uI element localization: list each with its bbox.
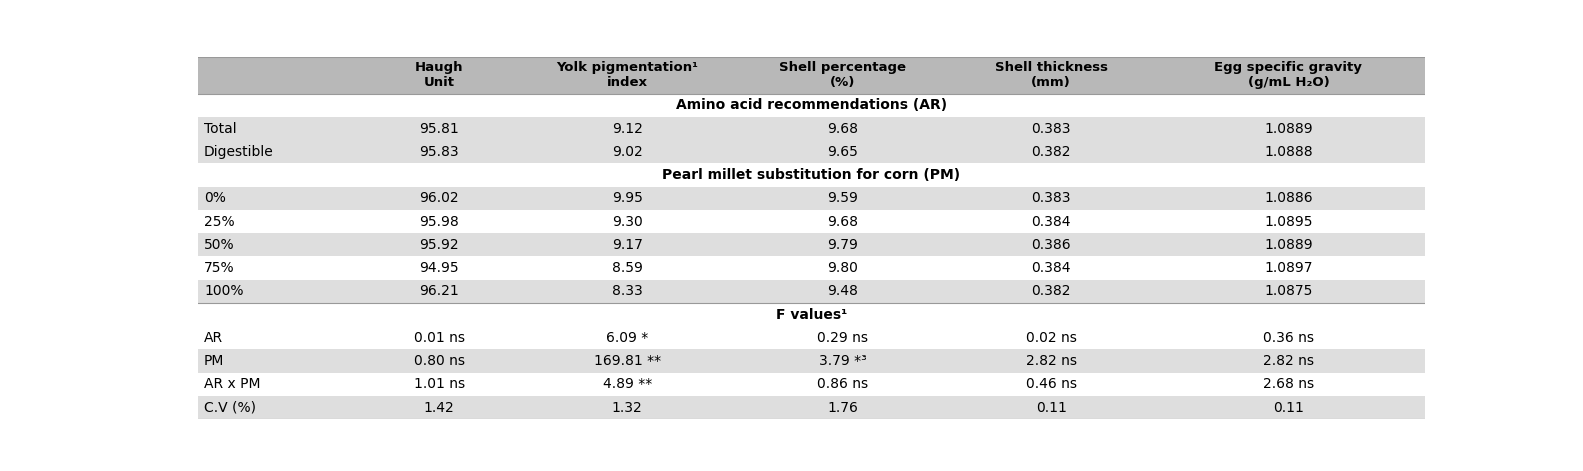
- Text: 25%: 25%: [204, 215, 234, 228]
- Text: Digestible: Digestible: [204, 145, 274, 159]
- Text: 1.42: 1.42: [424, 400, 454, 414]
- Text: Amino acid recommendations (AR): Amino acid recommendations (AR): [676, 98, 947, 113]
- Text: 9.68: 9.68: [828, 122, 858, 136]
- Text: AR: AR: [204, 331, 223, 345]
- Text: Haugh
Unit: Haugh Unit: [415, 61, 464, 89]
- Text: PM: PM: [204, 354, 225, 368]
- Text: C.V (%): C.V (%): [204, 400, 256, 414]
- Bar: [198, 210, 1425, 233]
- Text: 0.11: 0.11: [1273, 400, 1304, 414]
- Text: 1.32: 1.32: [613, 400, 643, 414]
- Text: 1.0889: 1.0889: [1265, 238, 1312, 252]
- Text: 1.01 ns: 1.01 ns: [413, 377, 465, 391]
- Text: Egg specific gravity
(g/mL H₂O): Egg specific gravity (g/mL H₂O): [1214, 61, 1363, 89]
- Text: Yolk pigmentation¹
index: Yolk pigmentation¹ index: [556, 61, 698, 89]
- Text: 0.36 ns: 0.36 ns: [1263, 331, 1314, 345]
- Text: 0.01 ns: 0.01 ns: [413, 331, 465, 345]
- Text: 9.59: 9.59: [828, 191, 858, 205]
- Text: 4.89 **: 4.89 **: [603, 377, 652, 391]
- Bar: [198, 326, 1425, 349]
- Text: Pearl millet substitution for corn (PM): Pearl millet substitution for corn (PM): [662, 168, 961, 182]
- Text: F values¹: F values¹: [776, 308, 847, 322]
- Text: 1.0875: 1.0875: [1265, 284, 1312, 298]
- Bar: [198, 349, 1425, 373]
- Text: 2.82 ns: 2.82 ns: [1263, 354, 1314, 368]
- Text: 0.384: 0.384: [1032, 261, 1072, 275]
- Bar: [198, 233, 1425, 256]
- Text: 0.86 ns: 0.86 ns: [817, 377, 867, 391]
- Text: 94.95: 94.95: [419, 261, 459, 275]
- Text: AR x PM: AR x PM: [204, 377, 261, 391]
- Bar: [198, 280, 1425, 303]
- Bar: [198, 373, 1425, 396]
- Text: 96.02: 96.02: [419, 191, 459, 205]
- Text: 9.48: 9.48: [828, 284, 858, 298]
- Text: 3.79 *³: 3.79 *³: [818, 354, 866, 368]
- Text: 6.09 *: 6.09 *: [606, 331, 649, 345]
- Text: 9.65: 9.65: [828, 145, 858, 159]
- Text: 169.81 **: 169.81 **: [594, 354, 660, 368]
- Bar: [198, 94, 1425, 117]
- Text: 8.33: 8.33: [613, 284, 643, 298]
- Text: 1.0886: 1.0886: [1265, 191, 1312, 205]
- Text: 0.382: 0.382: [1032, 145, 1072, 159]
- Bar: [198, 256, 1425, 280]
- Text: 9.02: 9.02: [613, 145, 643, 159]
- Text: 8.59: 8.59: [611, 261, 643, 275]
- Text: 0.46 ns: 0.46 ns: [1026, 377, 1076, 391]
- Text: Shell percentage
(%): Shell percentage (%): [779, 61, 905, 89]
- Text: 0.384: 0.384: [1032, 215, 1072, 228]
- Bar: [198, 396, 1425, 419]
- Text: 9.80: 9.80: [828, 261, 858, 275]
- Text: Total: Total: [204, 122, 236, 136]
- Text: 9.30: 9.30: [613, 215, 643, 228]
- Text: 1.0888: 1.0888: [1265, 145, 1312, 159]
- Text: 0.29 ns: 0.29 ns: [817, 331, 867, 345]
- Text: 0.11: 0.11: [1035, 400, 1067, 414]
- Text: 0.80 ns: 0.80 ns: [413, 354, 465, 368]
- Bar: [198, 303, 1425, 326]
- Text: 95.98: 95.98: [419, 215, 459, 228]
- Bar: [198, 187, 1425, 210]
- Text: 0.382: 0.382: [1032, 284, 1072, 298]
- Text: 0.02 ns: 0.02 ns: [1026, 331, 1076, 345]
- Text: 9.79: 9.79: [828, 238, 858, 252]
- Text: 1.0897: 1.0897: [1265, 261, 1312, 275]
- Text: 100%: 100%: [204, 284, 244, 298]
- Bar: [198, 140, 1425, 163]
- Text: 95.83: 95.83: [419, 145, 459, 159]
- Text: 96.21: 96.21: [419, 284, 459, 298]
- Text: 95.81: 95.81: [419, 122, 459, 136]
- Text: Shell thickness
(mm): Shell thickness (mm): [994, 61, 1108, 89]
- Text: 0.383: 0.383: [1032, 122, 1072, 136]
- Text: 1.76: 1.76: [828, 400, 858, 414]
- Text: 75%: 75%: [204, 261, 234, 275]
- Text: 9.17: 9.17: [611, 238, 643, 252]
- Text: 50%: 50%: [204, 238, 234, 252]
- Text: 2.82 ns: 2.82 ns: [1026, 354, 1076, 368]
- Bar: [198, 163, 1425, 187]
- Text: 1.0889: 1.0889: [1265, 122, 1312, 136]
- Text: 2.68 ns: 2.68 ns: [1263, 377, 1314, 391]
- Text: 9.95: 9.95: [611, 191, 643, 205]
- Bar: [198, 117, 1425, 140]
- Text: 0%: 0%: [204, 191, 226, 205]
- Text: 9.68: 9.68: [828, 215, 858, 228]
- Bar: [198, 57, 1425, 94]
- Text: 0.383: 0.383: [1032, 191, 1072, 205]
- Text: 1.0895: 1.0895: [1265, 215, 1312, 228]
- Text: 95.92: 95.92: [419, 238, 459, 252]
- Text: 9.12: 9.12: [611, 122, 643, 136]
- Text: 0.386: 0.386: [1032, 238, 1072, 252]
